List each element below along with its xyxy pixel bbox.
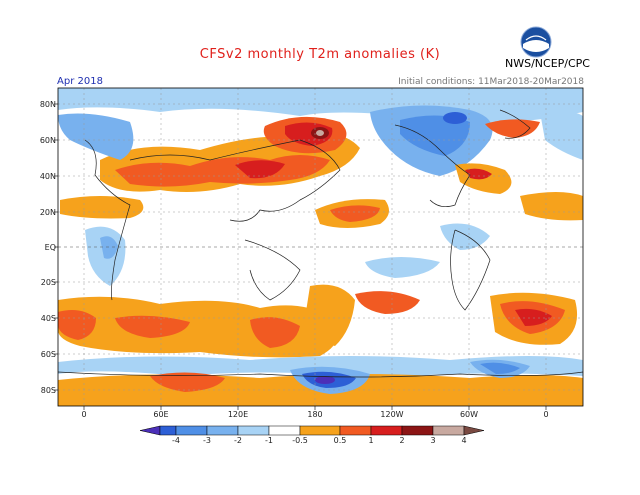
tropical-pacific-cool [365, 257, 440, 278]
colorbar-swatch [339, 425, 372, 436]
colorbar-label: 3 [430, 436, 436, 445]
lon-label: 180 [307, 410, 323, 419]
agency-label: NWS/NCEP/CPC [505, 57, 590, 70]
lat-label: 40S [40, 314, 56, 323]
colorbar-swatch [268, 425, 301, 436]
coastlines [58, 109, 583, 378]
lat-label: 20N [39, 208, 56, 217]
lon-label: 120E [227, 410, 249, 419]
colorbar-label: -2 [234, 436, 242, 445]
initial-conditions: Initial conditions: 11Mar2018-20Mar2018 [398, 77, 584, 87]
colorbar-swatch [175, 425, 208, 436]
lon-label: 0 [543, 410, 549, 419]
lat-label: 60S [40, 350, 56, 359]
colorbar-label: -0.5 [292, 436, 308, 445]
colorbar-swatch [139, 425, 161, 436]
colorbar-label: -1 [265, 436, 273, 445]
colorbar-swatch [299, 425, 341, 436]
colorbar-label: 4 [461, 436, 467, 445]
lon-label: 60W [459, 410, 479, 419]
lat-label: EQ [44, 243, 56, 252]
lon-label: 60E [153, 410, 169, 419]
colorbar-swatch [159, 425, 177, 436]
lon-label: 0 [81, 410, 87, 419]
colorbar-swatch [463, 425, 485, 436]
colorbar-swatch [370, 425, 403, 436]
chart-title: CFSv2 monthly T2m anomalies (K) [199, 47, 441, 62]
noaa-logo [520, 26, 552, 58]
colorbar-swatch [206, 425, 239, 436]
colorbar-swatch [432, 425, 465, 436]
colorbar [139, 425, 485, 436]
lat-label: 40N [39, 172, 56, 181]
lat-label: 80S [40, 386, 56, 395]
colorbar-label: -3 [203, 436, 211, 445]
lat-label: 80N [39, 100, 56, 109]
colorbar-label: 2 [399, 436, 405, 445]
colorbar-label: 0.5 [333, 436, 347, 445]
colorbar-swatch [401, 425, 434, 436]
forecast-month: Apr 2018 [57, 76, 103, 87]
colorbar-swatch [237, 425, 270, 436]
colorbar-label: -4 [172, 436, 180, 445]
lon-label: 120W [380, 410, 404, 419]
lat-label: 20S [40, 278, 56, 287]
lat-label: 60N [39, 136, 56, 145]
grid-lines [58, 88, 583, 406]
colorbar-label: 1 [368, 436, 374, 445]
